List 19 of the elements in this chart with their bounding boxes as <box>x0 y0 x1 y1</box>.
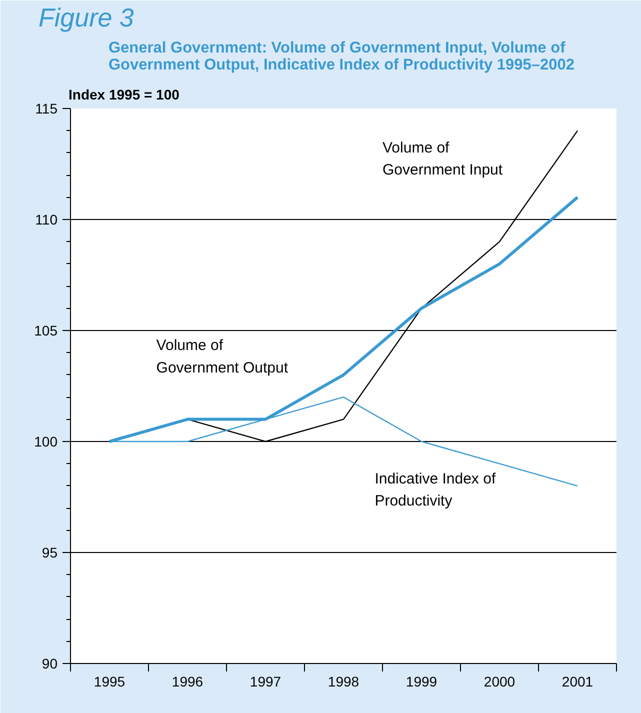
y-tick-label: 110 <box>35 212 58 228</box>
y-axis-title: Index 1995 = 100 <box>68 86 180 102</box>
x-tick-label: 1999 <box>406 674 438 690</box>
x-tick-label: 1996 <box>172 674 204 690</box>
y-tick-label: 115 <box>35 100 58 116</box>
chart-subtitle: General Government: Volume of Government Input, Volume of Government Output, Indicative Index of Productivity 1995–2002 <box>108 40 574 74</box>
y-tick-label: 105 <box>34 322 58 338</box>
x-tick-label: 2000 <box>484 674 516 690</box>
y-tick-label: 90 <box>42 656 58 672</box>
y-tick-label: 100 <box>34 434 58 450</box>
x-tick-label: 2001 <box>562 674 594 690</box>
series-label: Volume of Government Output <box>156 337 289 376</box>
x-tick-label: 1998 <box>328 674 360 690</box>
series-label: Indicative Index of Productivity <box>374 470 496 510</box>
text: Volume of Government Input <box>382 140 504 179</box>
y-tick-label: 95 <box>42 544 58 560</box>
x-tick-label: 1995 <box>94 674 126 690</box>
chart-title: Figure 3 <box>38 2 134 32</box>
x-tick-label: 1997 <box>250 674 282 690</box>
